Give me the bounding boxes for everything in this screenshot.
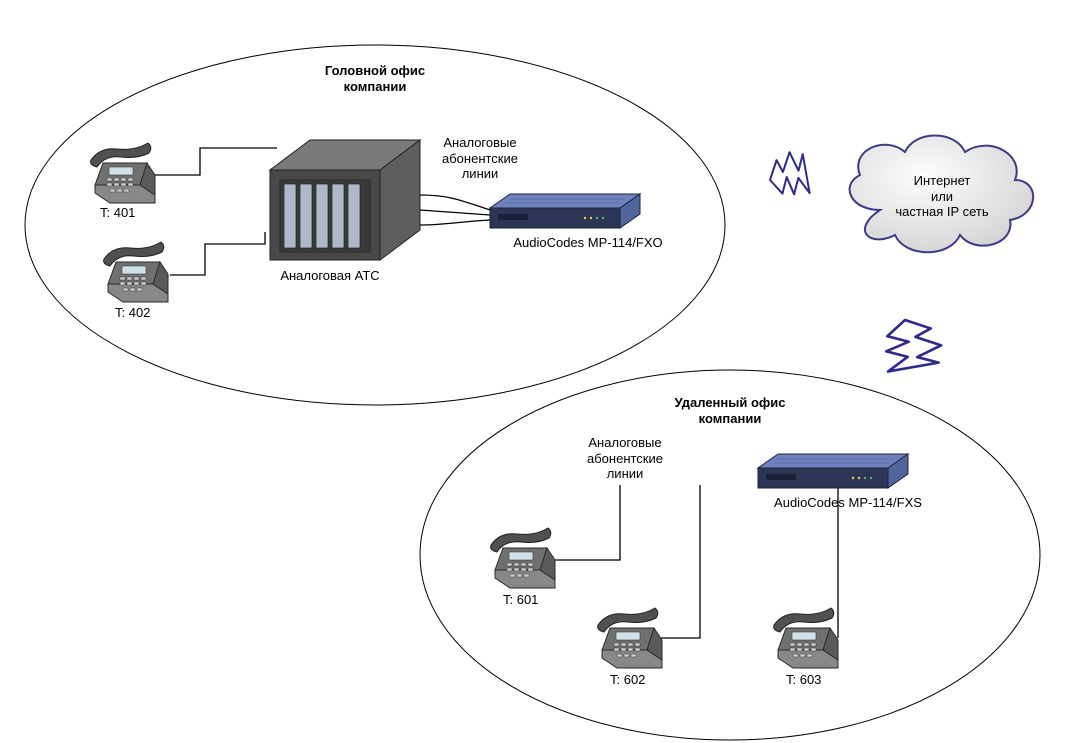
office1-title: Головной офис компании [270, 63, 480, 94]
diagram-svg [0, 0, 1077, 743]
phone-603-icon [774, 608, 838, 668]
phone-601-icon [491, 528, 555, 588]
phone-603-label: T: 603 [786, 672, 821, 688]
phone-401-label: T: 401 [100, 205, 135, 221]
phone-402-icon [104, 242, 168, 302]
gateway-fxo-label: AudioCodes MP-114/FXO [498, 235, 678, 251]
pbx-label: Аналоговая АТС [250, 268, 410, 284]
phone-402-label: T: 402 [115, 305, 150, 321]
phone-602-icon [598, 608, 662, 668]
phone-401-icon [91, 143, 155, 203]
gateway-fxs-icon [758, 454, 908, 488]
office2-title: Удаленный офис компании [620, 395, 840, 426]
lightning-1-icon [763, 144, 826, 206]
diagram-canvas: Головной офис компании Аналоговые абонен… [0, 0, 1077, 743]
office2-lines-label: Аналоговые абонентские линии [565, 435, 685, 482]
lightning-2-icon [871, 311, 952, 393]
office1-lines-label: Аналоговые абонентские линии [420, 135, 540, 182]
cloud-label: Интернет или частная IP сеть [872, 173, 1012, 220]
phone-601-label: T: 601 [503, 592, 538, 608]
phone-602-label: T: 602 [610, 672, 645, 688]
gateway-fxo-icon [490, 194, 640, 228]
pbx-icon [270, 140, 420, 260]
gateway-fxs-label: AudioCodes MP-114/FXS [758, 495, 938, 511]
